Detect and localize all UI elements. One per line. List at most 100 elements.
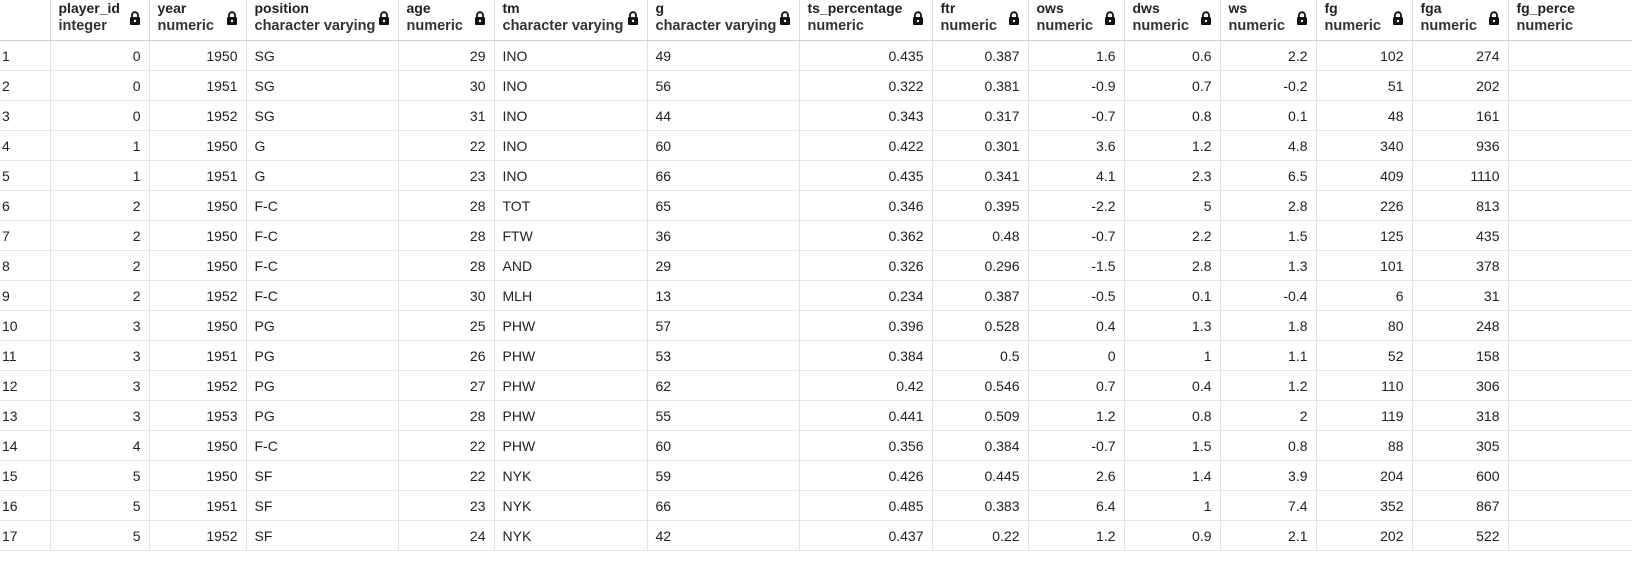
cell-position[interactable]: SG [246, 100, 399, 131]
cell-fg-perce[interactable] [1508, 370, 1632, 401]
cell-ows[interactable]: 1.2 [1028, 520, 1125, 551]
cell-fg[interactable]: 51 [1316, 70, 1413, 101]
cell-ftr[interactable]: 0.445 [932, 460, 1029, 491]
cell-position[interactable]: PG [246, 310, 399, 341]
table-row[interactable]: 13 3 1953 PG 28 PHW 55 0.441 0.509 1.2 0.8 2 119 318 [0, 400, 1632, 431]
cell-tm[interactable]: INO [494, 130, 648, 161]
cell-ts-percentage[interactable]: 0.42 [799, 370, 933, 401]
table-row[interactable]: 3 0 1952 SG 31 INO 44 0.343 0.317 -0.7 0.8 0.1 48 161 [0, 100, 1632, 131]
cell-dws[interactable]: 1.4 [1124, 460, 1221, 491]
table-row[interactable]: 4 1 1950 G 22 INO 60 0.422 0.301 3.6 1.2 4.8 340 936 [0, 130, 1632, 161]
cell-player-id[interactable]: 3 [50, 400, 150, 431]
cell-player-id[interactable]: 1 [50, 160, 150, 191]
cell-fg[interactable]: 340 [1316, 130, 1413, 161]
row-number[interactable]: 14 [0, 430, 51, 461]
cell-position[interactable]: SF [246, 490, 399, 521]
cell-ows[interactable]: -2.2 [1028, 190, 1125, 221]
cell-position[interactable]: G [246, 160, 399, 191]
cell-fg-perce[interactable] [1508, 70, 1632, 101]
row-number[interactable]: 8 [0, 250, 51, 281]
cell-fga[interactable]: 378 [1412, 250, 1509, 281]
cell-fga[interactable]: 31 [1412, 280, 1509, 311]
cell-dws[interactable]: 1 [1124, 340, 1221, 371]
table-row[interactable]: 5 1 1951 G 23 INO 66 0.435 0.341 4.1 2.3 6.5 409 1110 [0, 160, 1632, 191]
cell-ows[interactable]: 2.6 [1028, 460, 1125, 491]
cell-year[interactable]: 1951 [149, 340, 247, 371]
cell-year[interactable]: 1950 [149, 130, 247, 161]
cell-ts-percentage[interactable]: 0.346 [799, 190, 933, 221]
cell-dws[interactable]: 1.3 [1124, 310, 1221, 341]
cell-ows[interactable]: 0.7 [1028, 370, 1125, 401]
cell-fg-perce[interactable] [1508, 100, 1632, 131]
cell-g[interactable]: 60 [647, 130, 800, 161]
cell-age[interactable]: 24 [398, 520, 495, 551]
cell-age[interactable]: 27 [398, 370, 495, 401]
cell-g[interactable]: 66 [647, 160, 800, 191]
cell-year[interactable]: 1950 [149, 220, 247, 251]
cell-ws[interactable]: 1.5 [1220, 220, 1317, 251]
cell-ows[interactable]: -0.7 [1028, 430, 1125, 461]
cell-ts-percentage[interactable]: 0.362 [799, 220, 933, 251]
cell-ows[interactable]: 1.6 [1028, 40, 1125, 71]
cell-ts-percentage[interactable]: 0.234 [799, 280, 933, 311]
cell-age[interactable]: 30 [398, 280, 495, 311]
cell-ws[interactable]: 2.8 [1220, 190, 1317, 221]
cell-ws[interactable]: 2.1 [1220, 520, 1317, 551]
cell-ftr[interactable]: 0.381 [932, 70, 1029, 101]
cell-year[interactable]: 1950 [149, 190, 247, 221]
cell-fg[interactable]: 409 [1316, 160, 1413, 191]
table-row[interactable]: 11 3 1951 PG 26 PHW 53 0.384 0.5 0 1 1.1 52 158 [0, 340, 1632, 371]
row-number[interactable]: 9 [0, 280, 51, 311]
cell-position[interactable]: PG [246, 400, 399, 431]
cell-position[interactable]: PG [246, 370, 399, 401]
cell-fga[interactable]: 813 [1412, 190, 1509, 221]
cell-tm[interactable]: NYK [494, 490, 648, 521]
cell-ftr[interactable]: 0.387 [932, 40, 1029, 71]
table-row[interactable]: 6 2 1950 F-C 28 TOT 65 0.346 0.395 -2.2 5 2.8 226 813 [0, 190, 1632, 221]
column-header-dws[interactable]: dws numeric [1124, 0, 1221, 41]
cell-ts-percentage[interactable]: 0.437 [799, 520, 933, 551]
cell-fg[interactable]: 52 [1316, 340, 1413, 371]
cell-ftr[interactable]: 0.395 [932, 190, 1029, 221]
cell-player-id[interactable]: 2 [50, 220, 150, 251]
row-number[interactable]: 12 [0, 370, 51, 401]
cell-ws[interactable]: 7.4 [1220, 490, 1317, 521]
cell-ows[interactable]: -0.5 [1028, 280, 1125, 311]
cell-ftr[interactable]: 0.48 [932, 220, 1029, 251]
cell-age[interactable]: 25 [398, 310, 495, 341]
cell-ws[interactable]: -0.2 [1220, 70, 1317, 101]
cell-fg-perce[interactable] [1508, 190, 1632, 221]
cell-year[interactable]: 1952 [149, 520, 247, 551]
cell-tm[interactable]: INO [494, 100, 648, 131]
cell-dws[interactable]: 0.8 [1124, 400, 1221, 431]
cell-fga[interactable]: 202 [1412, 70, 1509, 101]
cell-ts-percentage[interactable]: 0.422 [799, 130, 933, 161]
cell-tm[interactable]: TOT [494, 190, 648, 221]
cell-ows[interactable]: -0.7 [1028, 220, 1125, 251]
cell-ws[interactable]: 1.3 [1220, 250, 1317, 281]
cell-ftr[interactable]: 0.387 [932, 280, 1029, 311]
cell-fg[interactable]: 48 [1316, 100, 1413, 131]
cell-year[interactable]: 1950 [149, 430, 247, 461]
cell-fg[interactable]: 88 [1316, 430, 1413, 461]
cell-fga[interactable]: 867 [1412, 490, 1509, 521]
cell-position[interactable]: F-C [246, 430, 399, 461]
cell-g[interactable]: 29 [647, 250, 800, 281]
cell-position[interactable]: SF [246, 460, 399, 491]
cell-year[interactable]: 1953 [149, 400, 247, 431]
cell-g[interactable]: 62 [647, 370, 800, 401]
cell-player-id[interactable]: 2 [50, 190, 150, 221]
row-number[interactable]: 16 [0, 490, 51, 521]
cell-ws[interactable]: 4.8 [1220, 130, 1317, 161]
cell-fg[interactable]: 204 [1316, 460, 1413, 491]
cell-ftr[interactable]: 0.301 [932, 130, 1029, 161]
cell-year[interactable]: 1951 [149, 70, 247, 101]
cell-position[interactable]: SF [246, 520, 399, 551]
cell-ftr[interactable]: 0.384 [932, 430, 1029, 461]
cell-dws[interactable]: 2.3 [1124, 160, 1221, 191]
column-header-tm[interactable]: tm character varying [494, 0, 648, 41]
cell-fg-perce[interactable] [1508, 520, 1632, 551]
cell-ts-percentage[interactable]: 0.435 [799, 160, 933, 191]
row-number[interactable]: 2 [0, 70, 51, 101]
